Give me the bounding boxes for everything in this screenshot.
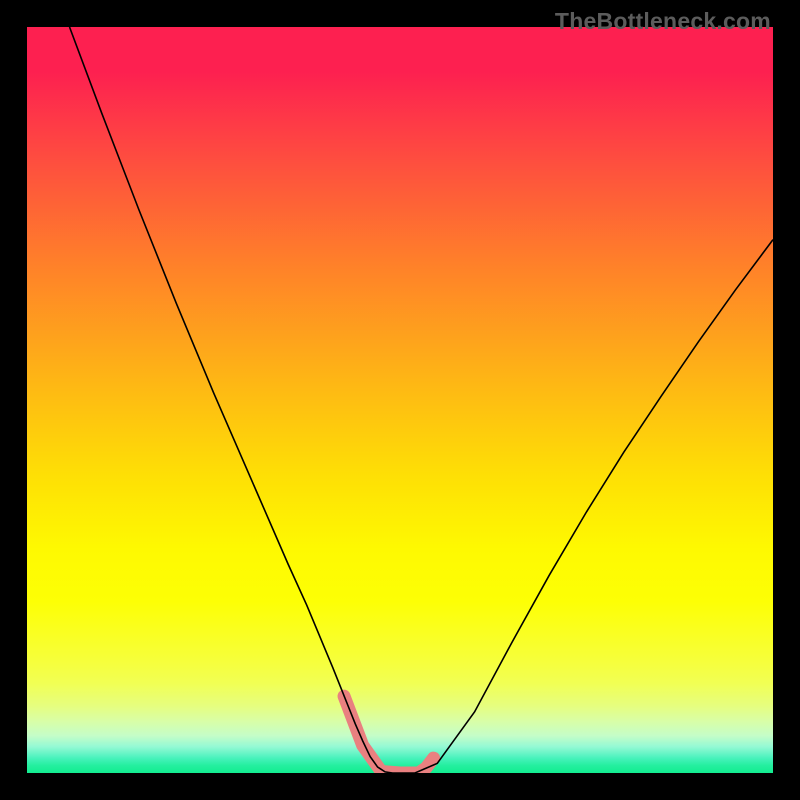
watermark-text: TheBottleneck.com: [555, 8, 771, 35]
bottleneck-chart: TheBottleneck.com: [0, 0, 800, 800]
chart-canvas: [0, 0, 800, 800]
chart-background-gradient: [27, 27, 773, 773]
